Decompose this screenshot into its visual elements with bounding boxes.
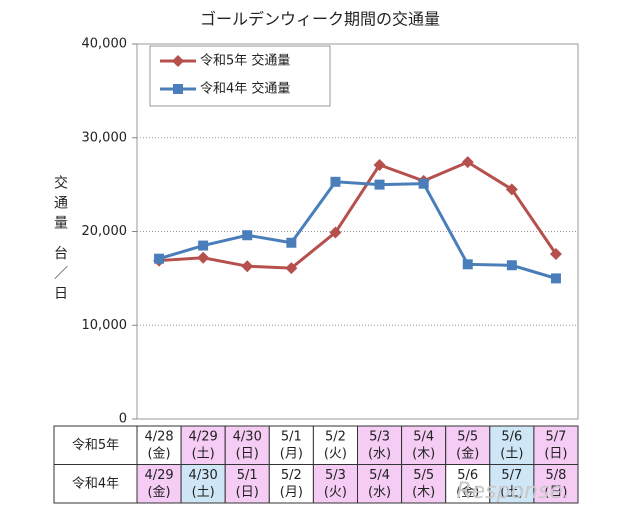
- point: [285, 262, 298, 275]
- cell-date: 5/7: [501, 468, 522, 483]
- table-cell: [268, 464, 314, 504]
- cell-date: 5/7: [545, 430, 566, 445]
- cell-date: 5/1: [281, 430, 302, 445]
- legend-label: 令和4年 交通量: [200, 81, 290, 97]
- point: [373, 158, 386, 171]
- cell-date: 5/6: [501, 430, 522, 445]
- point: [549, 248, 562, 260]
- cell-date: 5/2: [281, 468, 302, 483]
- point: [286, 237, 297, 248]
- cell-day: (月): [280, 485, 303, 500]
- cell-date: 4/29: [189, 430, 218, 445]
- cell-day: (水): [368, 485, 391, 500]
- table-cell: [533, 425, 579, 465]
- row-header: 令和5年: [72, 438, 119, 453]
- y-tick-label: 30,000: [82, 130, 128, 145]
- chart-title: ゴールデンウィーク期間の交通量: [200, 10, 440, 29]
- point: [198, 240, 209, 251]
- cell-date: 5/2: [325, 430, 346, 445]
- y-tick-label: 40,000: [82, 37, 128, 52]
- cell-day: (木): [412, 447, 435, 462]
- y-tick-label: 20,000: [82, 224, 128, 239]
- cell-day: (火): [324, 485, 347, 500]
- point: [154, 253, 165, 264]
- cell-day: (水): [368, 447, 391, 462]
- cell-day: (日): [236, 485, 259, 500]
- point: [550, 273, 561, 284]
- cell-date: 4/30: [233, 430, 262, 445]
- table-cell: [401, 464, 447, 504]
- row-header-cell: [53, 425, 138, 465]
- point: [242, 230, 253, 241]
- point: [418, 178, 429, 189]
- table-cell: [312, 464, 358, 504]
- table-cell: [445, 425, 491, 465]
- cell-date: 5/3: [325, 468, 346, 483]
- table-cell: [180, 464, 226, 504]
- legend-box: [149, 45, 331, 107]
- cell-date: 4/28: [144, 430, 173, 445]
- table-cell: [445, 464, 491, 504]
- cell-day: (日): [544, 447, 567, 462]
- cell-day: (金): [147, 484, 170, 500]
- point: [462, 259, 473, 270]
- point: [461, 156, 474, 169]
- cell-date: 4/30: [189, 468, 218, 483]
- row-header: 令和4年: [72, 476, 119, 491]
- y-axis-label: 交通量 台／日: [52, 174, 68, 305]
- table-cell: [533, 464, 579, 504]
- cell-date: 5/4: [369, 468, 390, 483]
- watermark: Response.: [456, 479, 570, 504]
- table-cell: [489, 464, 535, 504]
- point: [374, 179, 385, 190]
- cell-date: 5/1: [237, 468, 258, 483]
- series-line: [158, 160, 558, 270]
- y-tick-label: 0: [119, 412, 127, 427]
- cell-day: (金): [147, 446, 170, 462]
- cell-date: 5/4: [413, 430, 434, 445]
- cell-date: 5/5: [413, 468, 434, 483]
- cell-day: (金): [456, 484, 479, 500]
- cell-date: 4/29: [144, 468, 173, 483]
- point: [241, 260, 254, 273]
- cell-day: (木): [412, 485, 435, 500]
- point: [505, 183, 518, 196]
- legend-marker: [173, 84, 183, 94]
- table-cell: [224, 464, 270, 504]
- cell-date: 5/3: [369, 430, 390, 445]
- cell-day: (金): [456, 446, 479, 462]
- table-cell: [401, 425, 447, 465]
- point: [330, 176, 341, 187]
- cell-day: (日): [544, 485, 567, 500]
- legend-marker: [172, 55, 184, 67]
- point: [506, 260, 517, 271]
- table-cell: [312, 425, 358, 465]
- y-tick-label: 10,000: [82, 318, 128, 333]
- table-cell: [357, 464, 403, 504]
- cell-date: 5/8: [545, 468, 566, 483]
- cell-date: 5/5: [457, 430, 478, 445]
- cell-day: (火): [324, 447, 347, 462]
- cell-day: (土): [192, 485, 215, 500]
- legend-label: 令和5年 交通量: [200, 53, 290, 69]
- cell-day: (土): [500, 447, 523, 462]
- series-line: [158, 180, 557, 280]
- row-header-cell: [53, 464, 138, 504]
- point: [329, 226, 342, 239]
- cell-date: 5/6: [457, 468, 478, 483]
- cell-day: (日): [236, 447, 259, 462]
- point: [197, 251, 210, 264]
- cell-day: (月): [280, 447, 303, 462]
- cell-day: (土): [192, 447, 215, 462]
- cell-day: (土): [500, 485, 523, 500]
